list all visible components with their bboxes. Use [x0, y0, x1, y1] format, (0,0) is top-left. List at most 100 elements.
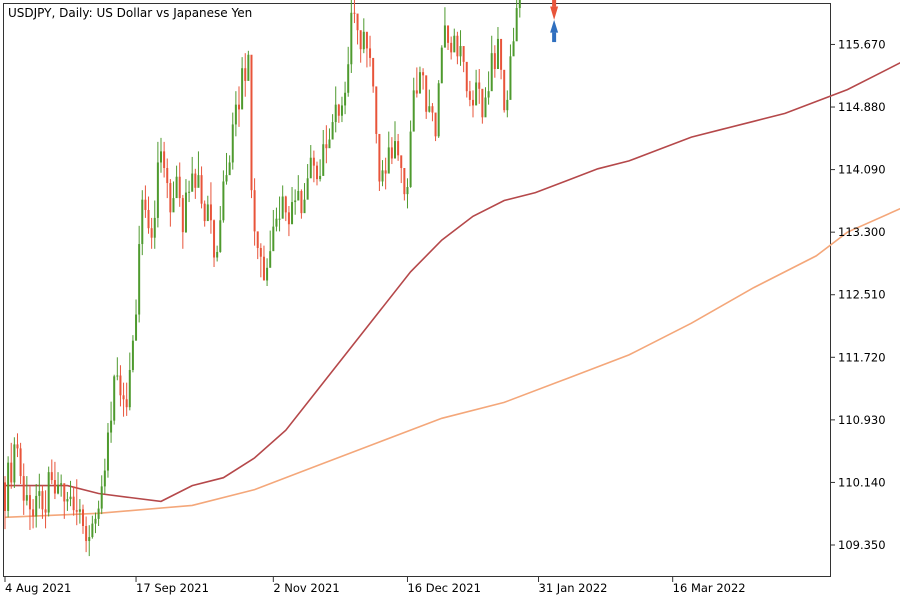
candle [22, 463, 25, 515]
candle [500, 38, 503, 80]
candle [465, 61, 468, 98]
candle [518, 0, 521, 18]
candle [275, 207, 278, 232]
candle [484, 87, 487, 118]
candle [181, 194, 184, 249]
candle [25, 476, 28, 506]
candle [113, 374, 116, 425]
candle [50, 459, 53, 485]
candle [209, 182, 212, 234]
candle [172, 181, 175, 213]
candle [47, 466, 50, 517]
candle [303, 183, 306, 214]
candle [272, 209, 275, 252]
candle [241, 57, 244, 110]
candles [4, 0, 521, 557]
y-tick-label: 110.140 [838, 475, 886, 489]
candle [322, 129, 325, 176]
candle [387, 131, 390, 174]
candle [515, 0, 518, 42]
candle [306, 164, 309, 200]
candle [4, 476, 6, 530]
candle [91, 515, 94, 539]
y-tick-label: 115.670 [838, 37, 886, 51]
candle [337, 103, 340, 123]
candle [481, 88, 484, 124]
candle [222, 170, 225, 223]
candle [294, 189, 297, 215]
candle [362, 18, 365, 54]
candle [443, 7, 446, 48]
candle [122, 382, 125, 417]
candle [57, 472, 60, 495]
candle [384, 157, 387, 190]
candle [200, 166, 203, 209]
candle [138, 225, 141, 323]
candle [106, 423, 109, 478]
candle [244, 53, 247, 97]
candle [163, 141, 166, 178]
x-tick-label: 16 Mar 2022 [673, 581, 746, 595]
candle [63, 483, 66, 519]
candle [409, 120, 412, 188]
y-tick-label: 111.720 [838, 350, 886, 364]
candle [203, 200, 206, 227]
candle [100, 475, 103, 515]
candle [228, 155, 231, 176]
candle [35, 484, 38, 528]
candle [141, 190, 144, 256]
buy-signal-icon [550, 19, 559, 33]
candle [281, 185, 284, 219]
candle [440, 45, 443, 84]
candle [372, 57, 375, 93]
candle [166, 158, 169, 199]
candle [503, 69, 506, 113]
candle [378, 133, 381, 191]
candle [32, 499, 35, 529]
candle [178, 162, 181, 207]
x-tick-label: 2 Nov 2021 [273, 581, 339, 595]
moving-average-slow [4, 207, 900, 519]
candle [309, 145, 312, 179]
candle [478, 69, 481, 104]
candle [493, 45, 496, 78]
candle [431, 103, 434, 122]
candle [450, 36, 453, 60]
candle [60, 474, 63, 497]
candle [110, 401, 113, 443]
candle [160, 137, 162, 173]
candle [13, 437, 16, 488]
x-tick-label: 17 Sep 2021 [136, 581, 209, 595]
candle [334, 86, 337, 133]
y-tick-label: 110.930 [838, 413, 886, 427]
candle [359, 30, 362, 63]
candle [319, 159, 322, 182]
candle [153, 200, 156, 249]
y-tick-label: 114.090 [838, 163, 886, 177]
candle [250, 54, 253, 199]
candle [191, 156, 194, 192]
x-tick-label: 16 Dec 2021 [407, 581, 480, 595]
candle [259, 243, 262, 278]
candle [462, 46, 465, 73]
candle [509, 44, 512, 100]
candle [247, 50, 250, 81]
candle [66, 491, 69, 511]
candle [278, 196, 281, 232]
candle [356, 13, 359, 45]
candle [291, 187, 294, 225]
candle [238, 86, 240, 127]
candle [53, 461, 56, 500]
candle [418, 66, 421, 94]
candle [156, 141, 159, 228]
candle [75, 479, 78, 526]
candle [94, 512, 97, 534]
candle [184, 179, 187, 233]
candle [506, 90, 509, 118]
price-axis: 109.350 110.140 110.930 111.720 112.510 113.3… [830, 37, 886, 552]
time-axis: 4 Aug 2021 17 Sep 2021 2 Nov 2021 16 Dec 20… [4, 577, 746, 595]
candle [150, 217, 153, 249]
candle [316, 161, 318, 186]
